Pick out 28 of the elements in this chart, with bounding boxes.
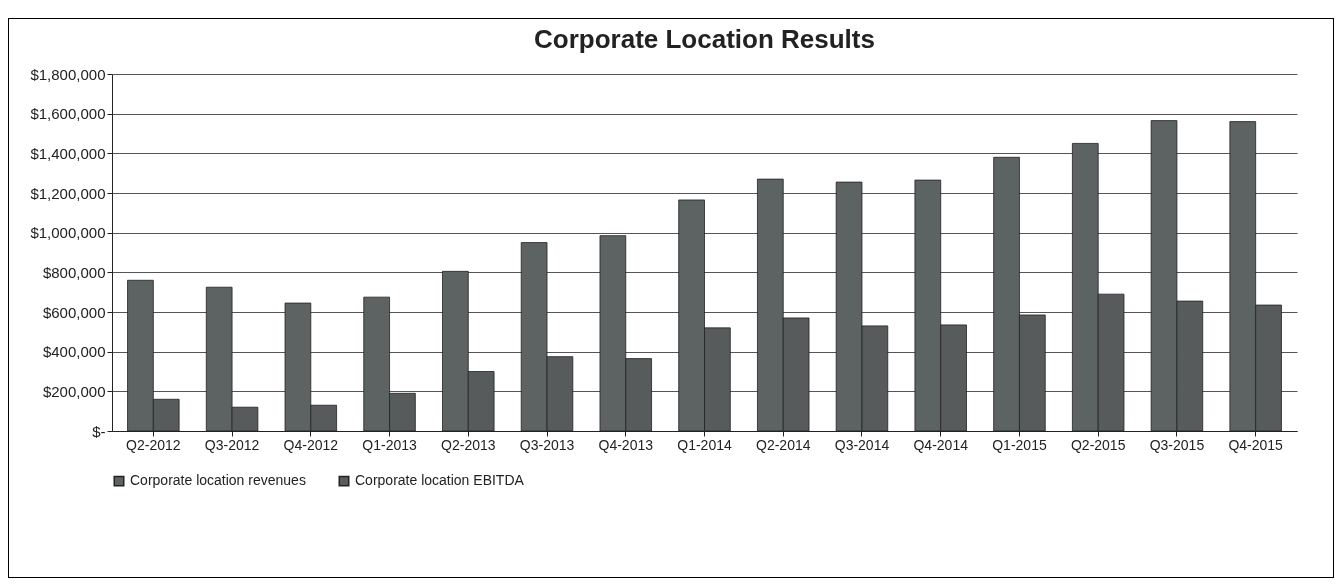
x-tick-label: Q3-2013 (519, 436, 575, 453)
y-tick-label: $1,200,000 (30, 184, 106, 202)
y-tick-label: $400,000 (42, 343, 106, 361)
x-tick-label: Q2-2012 (126, 436, 181, 453)
x-tick-label: Q4-2014 (913, 436, 969, 453)
x-tick-label: Q3-2015 (1149, 436, 1205, 453)
x-tick-label: Q2-2013 (441, 436, 496, 453)
x-tick-label: Q1-2013 (362, 436, 417, 453)
x-tick-label: Q4-2013 (598, 436, 654, 453)
x-tick-label: Q3-2014 (834, 436, 890, 453)
y-tick-label: $600,000 (42, 303, 106, 321)
x-tick-label: Q2-2014 (756, 436, 811, 453)
y-tick-label: $1,000,000 (30, 224, 106, 242)
chart-title: Corporate Location Results (534, 24, 875, 54)
legend-label: Corporate location EBITDA (355, 472, 525, 489)
y-tick-label: $200,000 (42, 382, 106, 400)
x-tick-label: Q1-2014 (677, 436, 732, 453)
x-tick-label: Q4-2012 (283, 436, 339, 453)
x-tick-label: Q2-2015 (1070, 436, 1126, 453)
y-tick-label: $- (92, 422, 106, 440)
y-tick-label: $800,000 (42, 263, 106, 281)
y-tick-label: $1,800,000 (30, 65, 106, 83)
x-tick-label: Q3-2012 (204, 436, 260, 453)
y-tick-label: $1,600,000 (30, 105, 106, 123)
x-tick-label: Q1-2015 (992, 436, 1047, 453)
legend-label: Corporate location revenues (130, 472, 306, 489)
y-tick-label: $1,400,000 (30, 144, 106, 162)
x-tick-label: Q4-2015 (1228, 436, 1284, 453)
